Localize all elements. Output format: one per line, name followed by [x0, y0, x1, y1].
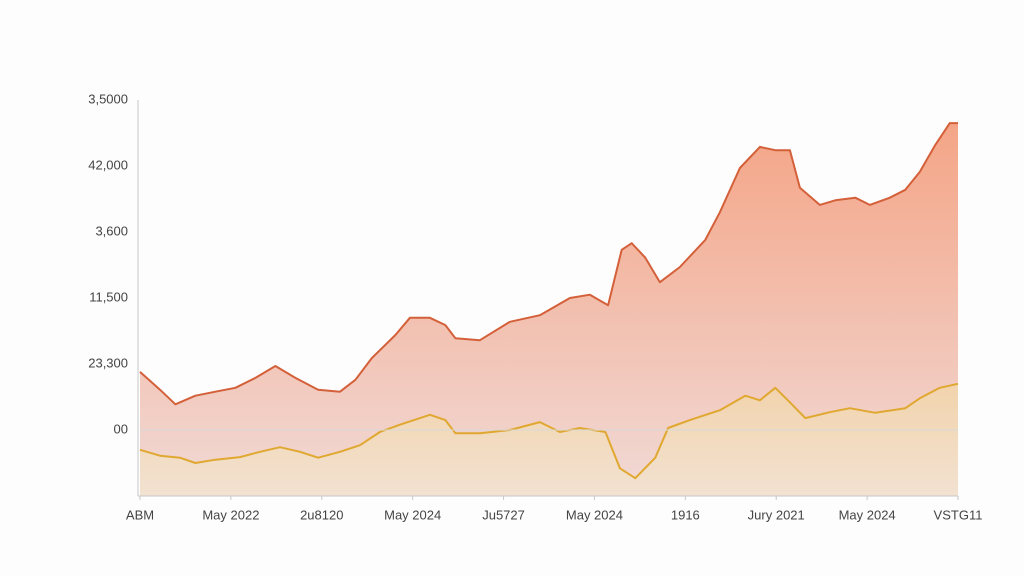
y-tick-label: 00 [114, 421, 128, 436]
y-tick-label: 3,5000 [88, 91, 128, 106]
y-tick-label: 3,600 [95, 223, 128, 238]
y-tick-label: 11,500 [89, 289, 128, 304]
x-tick-label: Ju5727 [482, 507, 525, 522]
x-tick-label: Jury 2021 [748, 507, 805, 522]
area-line [139, 382, 959, 480]
x-tick-label: VSTG11 [934, 507, 983, 522]
y-tick-label: 23,300 [88, 355, 128, 370]
x-tick-label: May 2022 [202, 507, 259, 522]
x-tick-label: May 2024 [839, 507, 896, 522]
y-tick-label: 42,000 [88, 157, 128, 172]
area-line [139, 122, 958, 406]
x-tick-label: May 2024 [384, 507, 441, 522]
area-fill [140, 383, 958, 496]
x-tick-label: 2u8120 [300, 507, 343, 522]
x-tick-label: ABM [126, 507, 154, 522]
x-tick-label: May 2024 [566, 507, 623, 522]
x-tick-label: 1916 [671, 507, 700, 522]
